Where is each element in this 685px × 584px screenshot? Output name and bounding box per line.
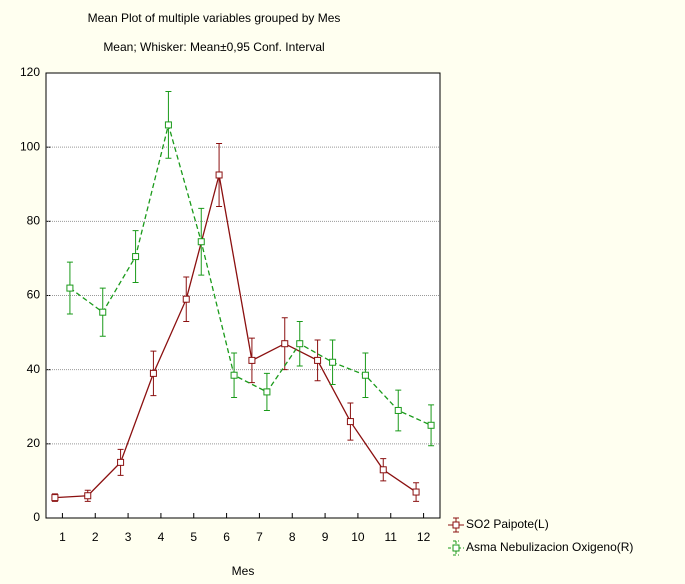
- series-line: [69, 122, 432, 426]
- x-tick-label: 2: [92, 530, 99, 544]
- point: [197, 238, 205, 246]
- point: [182, 295, 190, 303]
- x-tick-label: 3: [125, 530, 132, 544]
- y-tick-label: 20: [27, 436, 41, 450]
- point: [427, 421, 435, 429]
- legend-label: Asma Nebulizacion Oxigeno(R): [466, 540, 633, 554]
- x-tick-label: 4: [158, 530, 165, 544]
- point: [346, 418, 354, 426]
- point: [296, 340, 304, 348]
- x-tick-label: 12: [417, 530, 431, 544]
- point: [361, 371, 369, 379]
- x-tick-label: 11: [385, 530, 398, 544]
- y-tick-label: 40: [27, 362, 41, 376]
- point: [379, 466, 387, 474]
- point: [248, 356, 256, 364]
- point: [149, 369, 157, 377]
- x-tick-label: 7: [256, 530, 263, 544]
- point: [132, 253, 140, 261]
- point: [314, 356, 322, 364]
- point: [329, 358, 337, 366]
- point: [215, 171, 223, 179]
- point: [51, 494, 59, 502]
- point: [394, 406, 402, 414]
- chart-title: Mean Plot of multiple variables grouped …: [88, 11, 341, 25]
- point: [164, 121, 172, 129]
- series-line: [54, 174, 417, 499]
- y-tick-label: 100: [20, 139, 40, 153]
- legend-marker: [452, 544, 460, 552]
- legend-marker: [452, 521, 460, 529]
- point: [66, 284, 74, 292]
- x-tick-label: 5: [190, 530, 197, 544]
- x-tick-label: 8: [289, 530, 296, 544]
- point: [117, 458, 125, 466]
- legend-label: SO2 Paipote(L): [466, 517, 549, 531]
- y-tick-label: 80: [27, 214, 41, 228]
- point: [281, 340, 289, 348]
- x-tick-label: 10: [351, 530, 365, 544]
- x-tick-label: 1: [59, 530, 66, 544]
- point: [99, 308, 107, 316]
- x-axis-label: Mes: [232, 564, 255, 578]
- point: [230, 371, 238, 379]
- x-tick-label: 6: [223, 530, 230, 544]
- chart-subtitle: Mean; Whisker: Mean±0,95 Conf. Interval: [103, 40, 324, 54]
- point: [84, 492, 92, 500]
- y-tick-label: 0: [33, 510, 40, 524]
- y-tick-label: 60: [27, 288, 41, 302]
- point: [412, 488, 420, 496]
- point: [263, 388, 271, 396]
- plot-border: [45, 72, 441, 519]
- x-tick-label: 9: [322, 530, 329, 544]
- y-tick-label: 120: [20, 65, 40, 79]
